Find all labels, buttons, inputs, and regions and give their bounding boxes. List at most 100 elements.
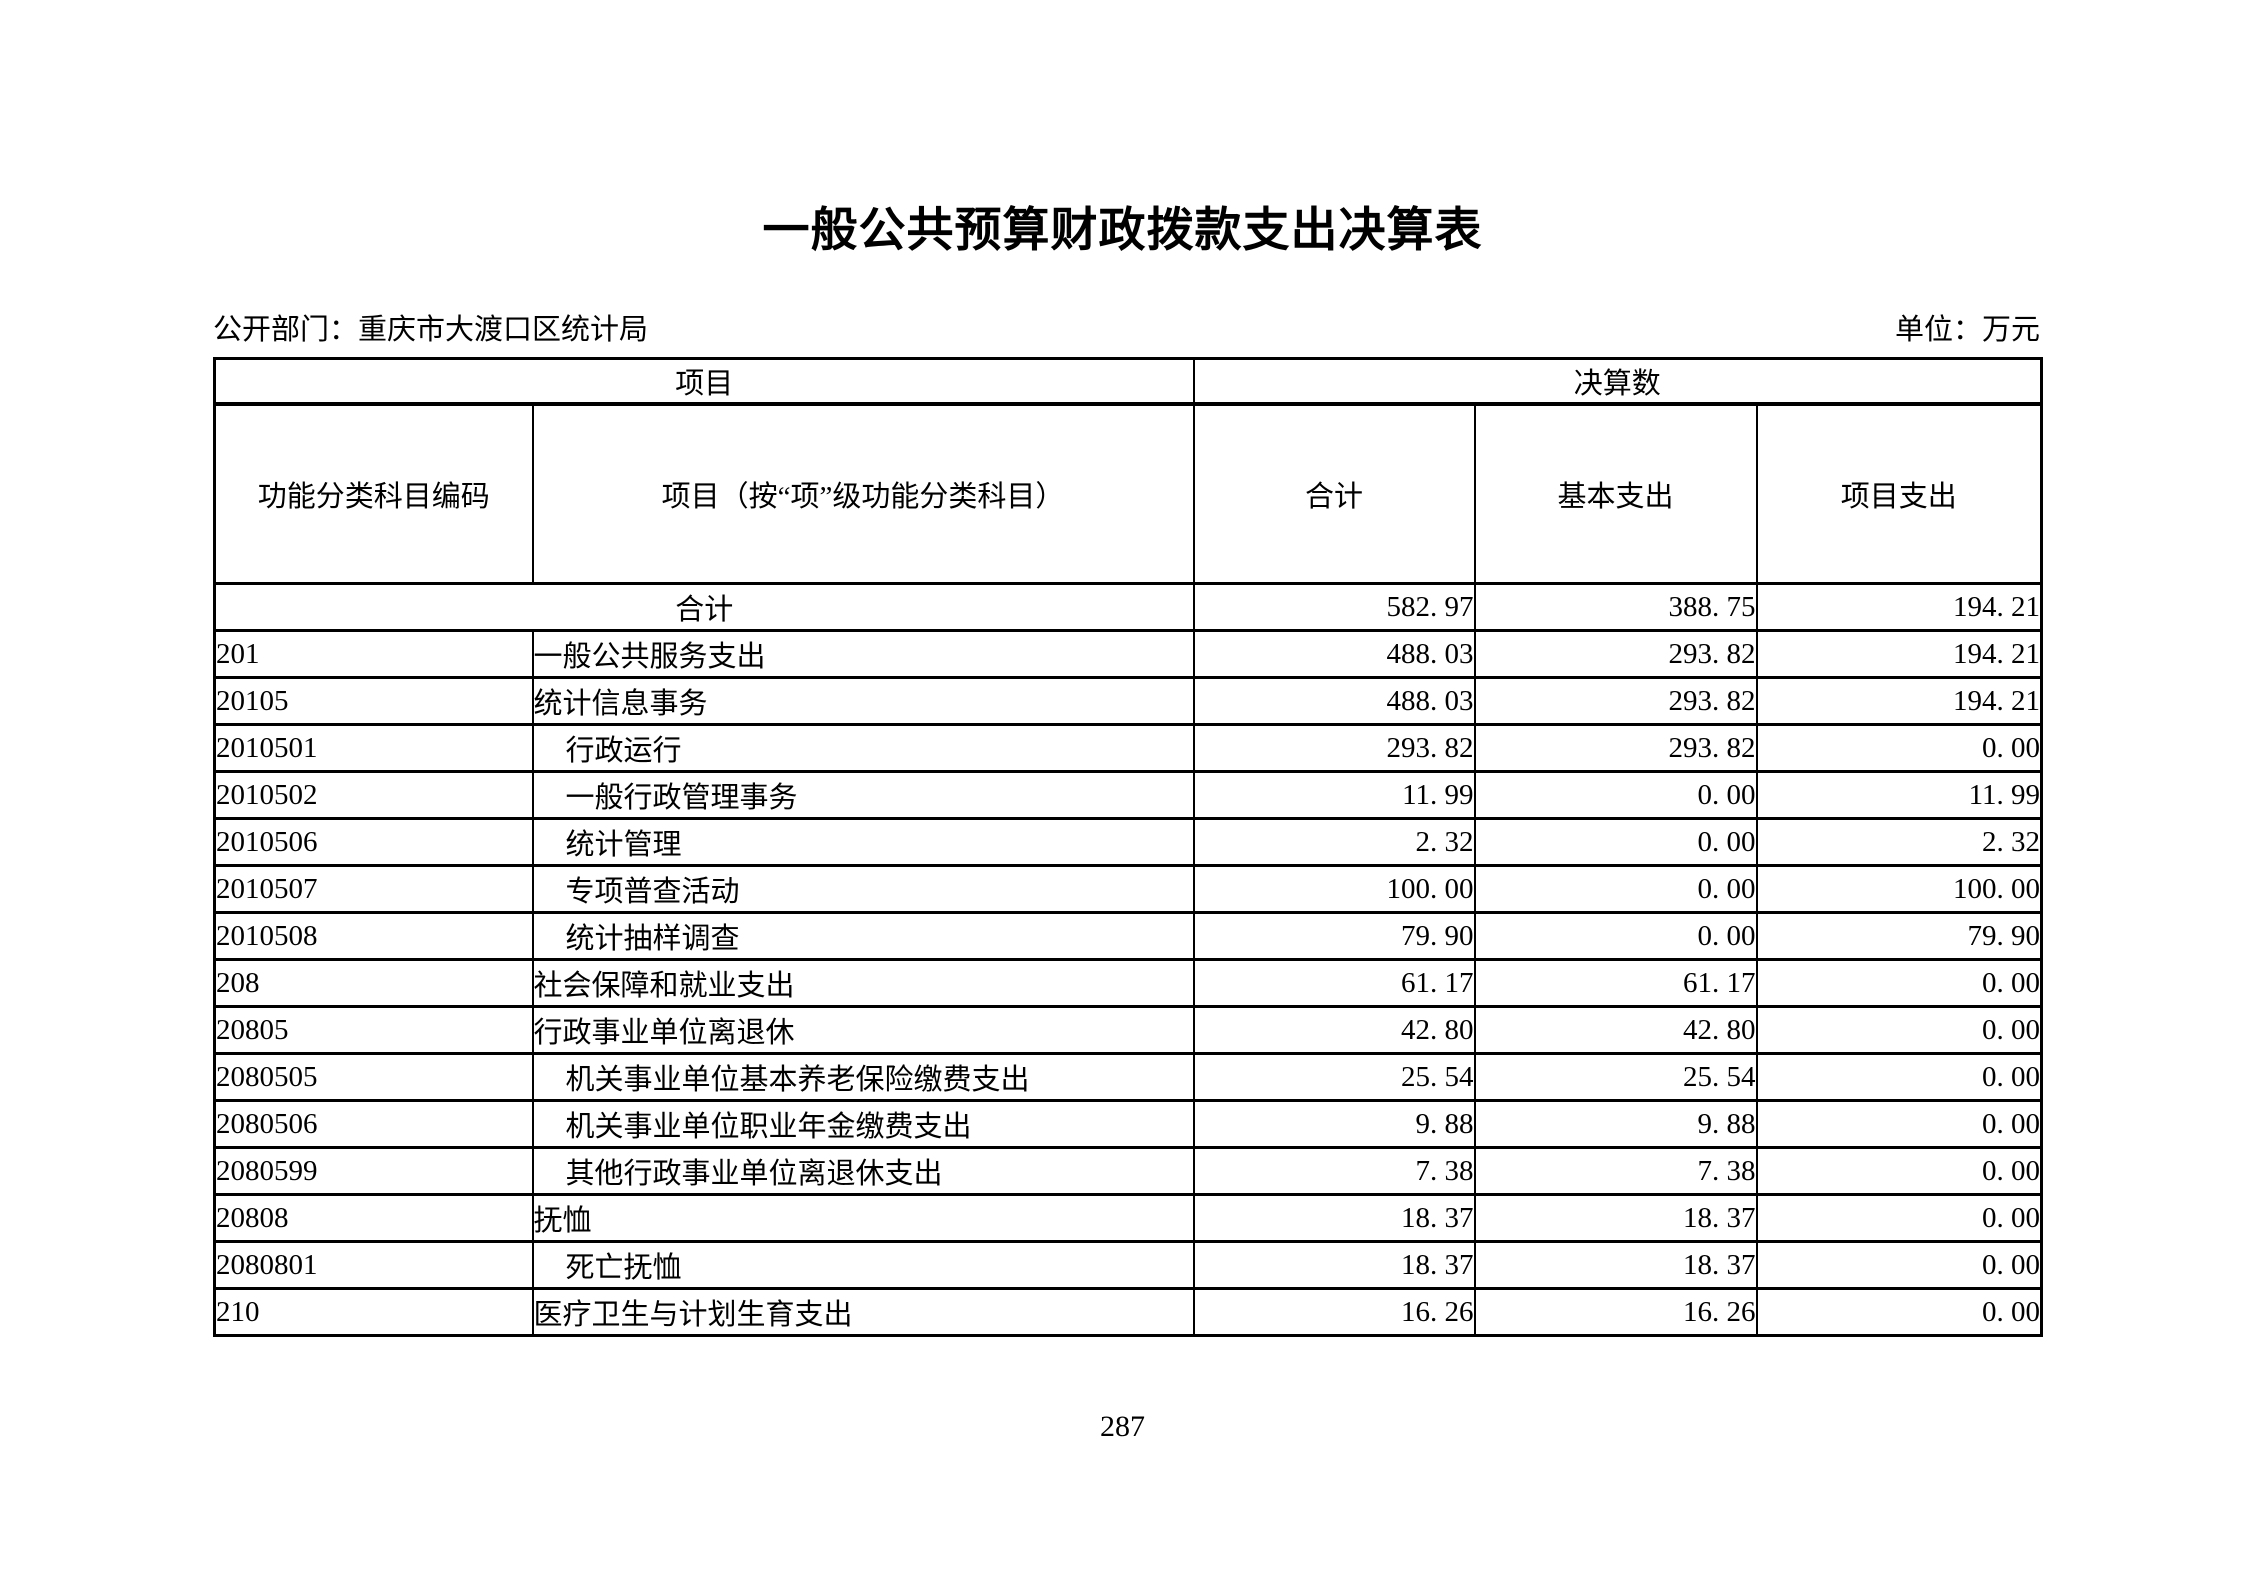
table-row: 2080801 死亡抚恤 18. 37 18. 37 0. 00 xyxy=(213,1240,2043,1290)
row-total-value: 18. 37 xyxy=(1192,1240,1476,1290)
table-row: 2010508 统计抽样调查 79. 90 0. 00 79. 90 xyxy=(213,911,2043,961)
row-function-code: 2010507 xyxy=(213,864,534,914)
row-function-code: 2080801 xyxy=(213,1240,534,1290)
row-total-value: 100. 00 xyxy=(1192,864,1476,914)
table-row: 2010502 一般行政管理事务 11. 99 0. 00 11. 99 xyxy=(213,770,2043,820)
row-total-value: 488. 03 xyxy=(1192,676,1476,726)
budget-table-body: 合计 582. 97 388. 75 194. 21 201 一般公共服务支出 488. 0… xyxy=(213,582,2043,1337)
row-function-code: 20808 xyxy=(213,1193,534,1243)
table-row: 210 医疗卫生与计划生育支出 16. 26 16. 26 0. 00 xyxy=(213,1287,2043,1337)
row-basic-value: 16. 26 xyxy=(1473,1287,1758,1337)
row-item-name: 统计管理 xyxy=(531,817,1195,867)
row-project-value: 0. 00 xyxy=(1755,723,2043,773)
row-function-code: 210 xyxy=(213,1287,534,1337)
row-project-value: 0. 00 xyxy=(1755,1005,2043,1055)
table-row: 20105 统计信息事务 488. 03 293. 82 194. 21 xyxy=(213,676,2043,726)
table-row: 2080506 机关事业单位职业年金缴费支出 9. 88 9. 88 0. 00 xyxy=(213,1099,2043,1149)
table-row: 20808 抚恤 18. 37 18. 37 0. 00 xyxy=(213,1193,2043,1243)
row-project-value: 0. 00 xyxy=(1755,1193,2043,1243)
budget-table: 项目 决算数 功能分类科目编码 项目（按“项”级功能分类科目） 合计 基本支出 … xyxy=(213,357,2044,1337)
table-row: 201 一般公共服务支出 488. 03 293. 82 194. 21 xyxy=(213,629,2043,679)
row-total-value: 582. 97 xyxy=(1192,582,1476,632)
header-function-code: 功能分类科目编码 xyxy=(213,402,534,585)
row-basic-value: 0. 00 xyxy=(1473,817,1758,867)
row-function-code: 2080505 xyxy=(213,1052,534,1102)
row-function-code: 2010502 xyxy=(213,770,534,820)
row-total-value: 61. 17 xyxy=(1192,958,1476,1008)
row-total-value: 25. 54 xyxy=(1192,1052,1476,1102)
row-basic-value: 25. 54 xyxy=(1473,1052,1758,1102)
table-row: 合计 582. 97 388. 75 194. 21 xyxy=(213,582,2043,632)
row-basic-value: 61. 17 xyxy=(1473,958,1758,1008)
header-item-name: 项目（按“项”级功能分类科目） xyxy=(531,402,1195,585)
table-row: 2080599 其他行政事业单位离退休支出 7. 38 7. 38 0. 00 xyxy=(213,1146,2043,1196)
row-function-code: 201 xyxy=(213,629,534,679)
row-total-value: 16. 26 xyxy=(1192,1287,1476,1337)
row-basic-value: 293. 82 xyxy=(1473,723,1758,773)
header-column-row: 功能分类科目编码 项目（按“项”级功能分类科目） 合计 基本支出 项目支出 xyxy=(213,402,2043,585)
row-item-name: 行政事业单位离退休 xyxy=(531,1005,1195,1055)
row-item-name: 机关事业单位职业年金缴费支出 xyxy=(531,1099,1195,1149)
row-function-code: 2080599 xyxy=(213,1146,534,1196)
page-number: 287 xyxy=(1100,1410,1145,1443)
row-project-value: 0. 00 xyxy=(1755,1240,2043,1290)
row-function-code: 2010508 xyxy=(213,911,534,961)
row-total-value: 42. 80 xyxy=(1192,1005,1476,1055)
row-function-code: 2080506 xyxy=(213,1099,534,1149)
row-total-value: 79. 90 xyxy=(1192,911,1476,961)
row-basic-value: 293. 82 xyxy=(1473,676,1758,726)
row-total-value: 18. 37 xyxy=(1192,1193,1476,1243)
row-basic-value: 0. 00 xyxy=(1473,770,1758,820)
row-project-value: 2. 32 xyxy=(1755,817,2043,867)
row-item-name: 专项普查活动 xyxy=(531,864,1195,914)
page-title: 一般公共预算财政拨款支出决算表 xyxy=(762,205,1483,257)
row-grand-total-label: 合计 xyxy=(213,582,1195,632)
table-row: 2010501 行政运行 293. 82 293. 82 0. 00 xyxy=(213,723,2043,773)
row-item-name: 机关事业单位基本养老保险缴费支出 xyxy=(531,1052,1195,1102)
row-total-value: 293. 82 xyxy=(1192,723,1476,773)
row-project-value: 194. 21 xyxy=(1755,676,2043,726)
row-item-name: 统计信息事务 xyxy=(531,676,1195,726)
row-function-code: 2010501 xyxy=(213,723,534,773)
row-basic-value: 0. 00 xyxy=(1473,911,1758,961)
row-total-value: 9. 88 xyxy=(1192,1099,1476,1149)
row-project-value: 0. 00 xyxy=(1755,1099,2043,1149)
row-item-name: 医疗卫生与计划生育支出 xyxy=(531,1287,1195,1337)
row-item-name: 一般行政管理事务 xyxy=(531,770,1195,820)
row-item-name: 一般公共服务支出 xyxy=(531,629,1195,679)
unit-label: 单位：万元 xyxy=(1894,314,2040,346)
row-project-value: 100. 00 xyxy=(1755,864,2043,914)
table-row: 2080505 机关事业单位基本养老保险缴费支出 25. 54 25. 54 0. 00 xyxy=(213,1052,2043,1102)
meta-row: 公开部门：重庆市大渡口区统计局 单位：万元 xyxy=(213,312,2040,348)
table-row: 2010506 统计管理 2. 32 0. 00 2. 32 xyxy=(213,817,2043,867)
row-total-value: 11. 99 xyxy=(1192,770,1476,820)
row-project-value: 0. 00 xyxy=(1755,1287,2043,1337)
row-project-value: 79. 90 xyxy=(1755,911,2043,961)
row-basic-value: 18. 37 xyxy=(1473,1193,1758,1243)
table-row: 20805 行政事业单位离退休 42. 80 42. 80 0. 00 xyxy=(213,1005,2043,1055)
header-group-row: 项目 决算数 xyxy=(213,357,2043,406)
row-project-value: 0. 00 xyxy=(1755,958,2043,1008)
table-row: 208 社会保障和就业支出 61. 17 61. 17 0. 00 xyxy=(213,958,2043,1008)
row-total-value: 7. 38 xyxy=(1192,1146,1476,1196)
header-project-group: 项目 xyxy=(213,357,1195,406)
row-total-value: 2. 32 xyxy=(1192,817,1476,867)
header-project-expenditure: 项目支出 xyxy=(1755,402,2043,585)
row-project-value: 11. 99 xyxy=(1755,770,2043,820)
row-basic-value: 0. 00 xyxy=(1473,864,1758,914)
row-project-value: 0. 00 xyxy=(1755,1146,2043,1196)
row-item-name: 其他行政事业单位离退休支出 xyxy=(531,1146,1195,1196)
row-project-value: 0. 00 xyxy=(1755,1052,2043,1102)
row-function-code: 208 xyxy=(213,958,534,1008)
row-total-value: 488. 03 xyxy=(1192,629,1476,679)
row-basic-value: 9. 88 xyxy=(1473,1099,1758,1149)
row-item-name: 社会保障和就业支出 xyxy=(531,958,1195,1008)
table-row: 2010507 专项普查活动 100. 00 0. 00 100. 00 xyxy=(213,864,2043,914)
row-basic-value: 18. 37 xyxy=(1473,1240,1758,1290)
row-basic-value: 42. 80 xyxy=(1473,1005,1758,1055)
row-item-name: 死亡抚恤 xyxy=(531,1240,1195,1290)
row-basic-value: 293. 82 xyxy=(1473,629,1758,679)
row-project-value: 194. 21 xyxy=(1755,582,2043,632)
row-item-name: 统计抽样调查 xyxy=(531,911,1195,961)
